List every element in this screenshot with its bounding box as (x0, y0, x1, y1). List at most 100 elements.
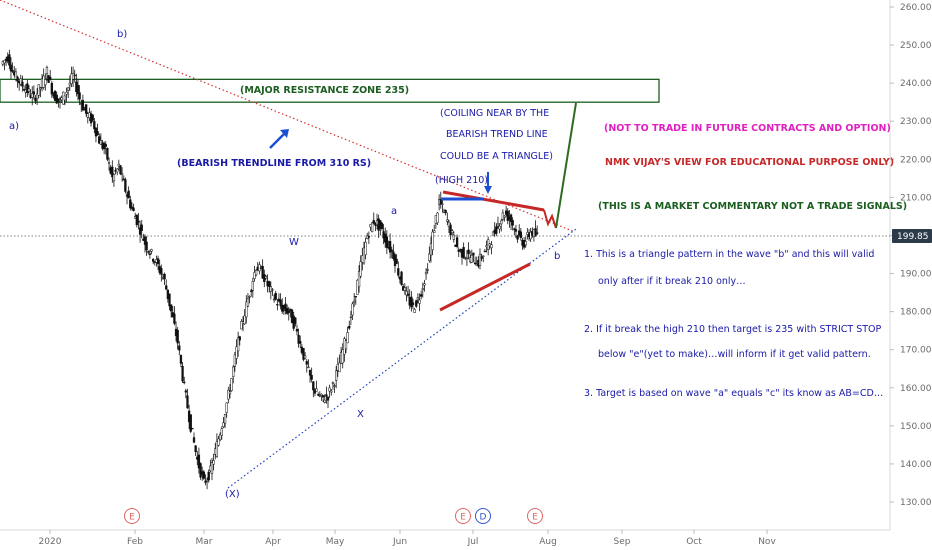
candle-body[interactable] (472, 252, 475, 256)
candle-body[interactable] (129, 199, 132, 209)
candle-body[interactable] (176, 330, 179, 344)
candle-body[interactable] (372, 220, 375, 224)
candle-body[interactable] (320, 393, 323, 396)
candle-body[interactable] (219, 434, 222, 441)
candle-body[interactable] (222, 422, 225, 427)
candle-body[interactable] (470, 254, 473, 263)
candle-body[interactable] (202, 471, 205, 479)
candle-body[interactable] (299, 340, 302, 344)
candle-body[interactable] (289, 308, 292, 311)
candle-body[interactable] (354, 295, 357, 298)
candle-body[interactable] (254, 269, 258, 276)
candle-body[interactable] (451, 230, 454, 234)
candle-body[interactable] (495, 226, 498, 234)
candle-body[interactable] (274, 292, 277, 300)
candle-body[interactable] (500, 220, 503, 225)
candle-body[interactable] (346, 332, 349, 344)
candle-body[interactable] (31, 93, 34, 98)
candle-body[interactable] (27, 88, 31, 92)
candle-body[interactable] (465, 257, 469, 260)
candle-body[interactable] (413, 309, 416, 313)
candle-body[interactable] (416, 297, 420, 300)
triangle-upper-line[interactable] (442, 190, 545, 212)
candle-body[interactable] (169, 304, 173, 312)
candle-body[interactable] (137, 220, 140, 223)
candle-body[interactable] (410, 296, 413, 308)
candle-body[interactable] (32, 91, 36, 95)
candle-body[interactable] (116, 168, 119, 173)
candle-body[interactable] (424, 271, 428, 275)
candle-body[interactable] (446, 219, 449, 222)
candle-body[interactable] (232, 366, 235, 377)
candle-body[interactable] (478, 254, 482, 266)
candle-body[interactable] (295, 328, 299, 332)
candle-body[interactable] (65, 91, 68, 95)
candle-body[interactable] (312, 381, 315, 391)
candle-body[interactable] (305, 361, 308, 365)
candle-body[interactable] (35, 93, 39, 100)
candle-body[interactable] (253, 272, 256, 279)
candle-body[interactable] (178, 345, 181, 351)
candle-body[interactable] (351, 303, 354, 316)
candle-body[interactable] (204, 480, 207, 483)
candle-body[interactable] (514, 229, 518, 232)
candle-body[interactable] (140, 224, 143, 231)
candle-body[interactable] (287, 310, 290, 313)
candle-body[interactable] (150, 249, 153, 252)
candle-body[interactable] (455, 237, 459, 247)
candle-body[interactable] (145, 241, 148, 251)
candle-body[interactable] (326, 396, 330, 401)
candle-body[interactable] (307, 366, 310, 369)
candle-body[interactable] (362, 247, 366, 264)
candle-body[interactable] (467, 249, 470, 254)
candle-body[interactable] (276, 304, 279, 306)
dividend-marker[interactable] (475, 508, 491, 524)
candle-body[interactable] (439, 199, 442, 205)
candle-body[interactable] (138, 227, 142, 235)
candle-body[interactable] (310, 374, 313, 380)
candle-body[interactable] (3, 59, 6, 64)
candle-body[interactable] (248, 296, 251, 298)
candle-body[interactable] (245, 301, 248, 318)
candle-body[interactable] (160, 268, 163, 275)
triangle-lower-line[interactable] (439, 262, 531, 312)
candle-body[interactable] (441, 203, 444, 205)
candle-body[interactable] (45, 67, 49, 74)
candle-body[interactable] (191, 427, 194, 430)
candle-body[interactable] (235, 346, 238, 359)
candle-body[interactable] (85, 104, 88, 114)
candle-body[interactable] (513, 228, 516, 230)
candle-body[interactable] (71, 72, 75, 80)
candle-body[interactable] (225, 402, 228, 413)
candle-body[interactable] (447, 221, 451, 227)
candle-body[interactable] (236, 337, 240, 352)
candle-body[interactable] (152, 259, 155, 262)
candle-body[interactable] (67, 87, 70, 91)
candle-body[interactable] (449, 224, 452, 236)
candle-body[interactable] (240, 321, 243, 330)
candle-body[interactable] (223, 414, 227, 424)
candle-body[interactable] (76, 84, 80, 95)
candle-body[interactable] (215, 441, 219, 458)
candle-body[interactable] (68, 82, 71, 86)
candle-body[interactable] (341, 349, 344, 364)
candle-body[interactable] (106, 147, 109, 160)
candle-body[interactable] (124, 179, 127, 192)
candle-body[interactable] (328, 387, 331, 392)
candle-body[interactable] (423, 283, 426, 286)
candle-body[interactable] (325, 394, 328, 397)
candle-body[interactable] (418, 299, 421, 304)
candle-body[interactable] (321, 395, 325, 398)
candle-body[interactable] (516, 235, 519, 240)
candle-body[interactable] (104, 144, 107, 147)
candle-body[interactable] (230, 378, 233, 391)
candle-body[interactable] (308, 369, 312, 376)
candle-body[interactable] (433, 230, 436, 233)
candle-body[interactable] (173, 313, 176, 324)
candle-body[interactable] (197, 454, 201, 469)
candle-body[interactable] (490, 244, 493, 248)
candle-body[interactable] (279, 299, 282, 307)
candle-body[interactable] (473, 262, 477, 265)
candle-body[interactable] (112, 174, 116, 182)
